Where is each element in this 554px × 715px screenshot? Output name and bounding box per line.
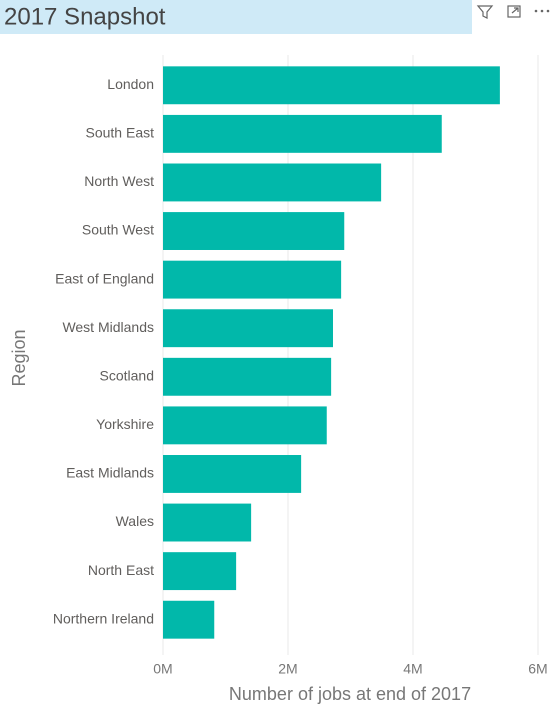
bar — [163, 114, 442, 153]
y-axis-title: Region — [9, 329, 29, 386]
visual-header-icons[interactable] — [476, 5, 521, 19]
bar — [163, 309, 333, 348]
y-tick-label: East Midlands — [66, 465, 154, 481]
bar — [163, 66, 500, 105]
x-tick-label: 6M — [528, 661, 547, 677]
bar — [163, 503, 252, 542]
bar — [163, 163, 382, 202]
bar — [163, 260, 342, 299]
y-tick-label: North West — [84, 173, 154, 189]
bar — [163, 212, 345, 250]
focus-arrow — [511, 7, 519, 14]
chart-title: 2017 Snapshot — [4, 3, 166, 30]
y-tick-label: South East — [86, 125, 155, 141]
bar — [163, 406, 327, 445]
x-tick-label: 4M — [403, 661, 422, 677]
y-tick-label: Scotland — [100, 367, 154, 383]
bar — [163, 455, 302, 493]
bar — [163, 357, 332, 396]
focus-icon[interactable] — [507, 5, 521, 18]
y-tick-label: Northern Ireland — [53, 610, 154, 626]
bar — [163, 600, 215, 639]
y-tick-label: North East — [88, 562, 154, 578]
y-tick-label: London — [107, 76, 154, 92]
bar — [163, 552, 237, 591]
y-tick-label: Yorkshire — [96, 416, 154, 432]
x-tick-label: 0M — [153, 661, 172, 677]
y-tick-label: West Midlands — [62, 319, 154, 335]
title-band — [0, 0, 472, 34]
y-tick-label: South West — [82, 222, 154, 238]
more-options[interactable] — [534, 9, 550, 13]
y-tick-label: East of England — [55, 270, 154, 286]
filter-icon[interactable] — [476, 5, 494, 19]
x-axis-title: Number of jobs at end of 2017 — [229, 684, 471, 704]
y-tick-label: Wales — [116, 513, 154, 529]
x-tick-label: 2M — [278, 661, 297, 677]
